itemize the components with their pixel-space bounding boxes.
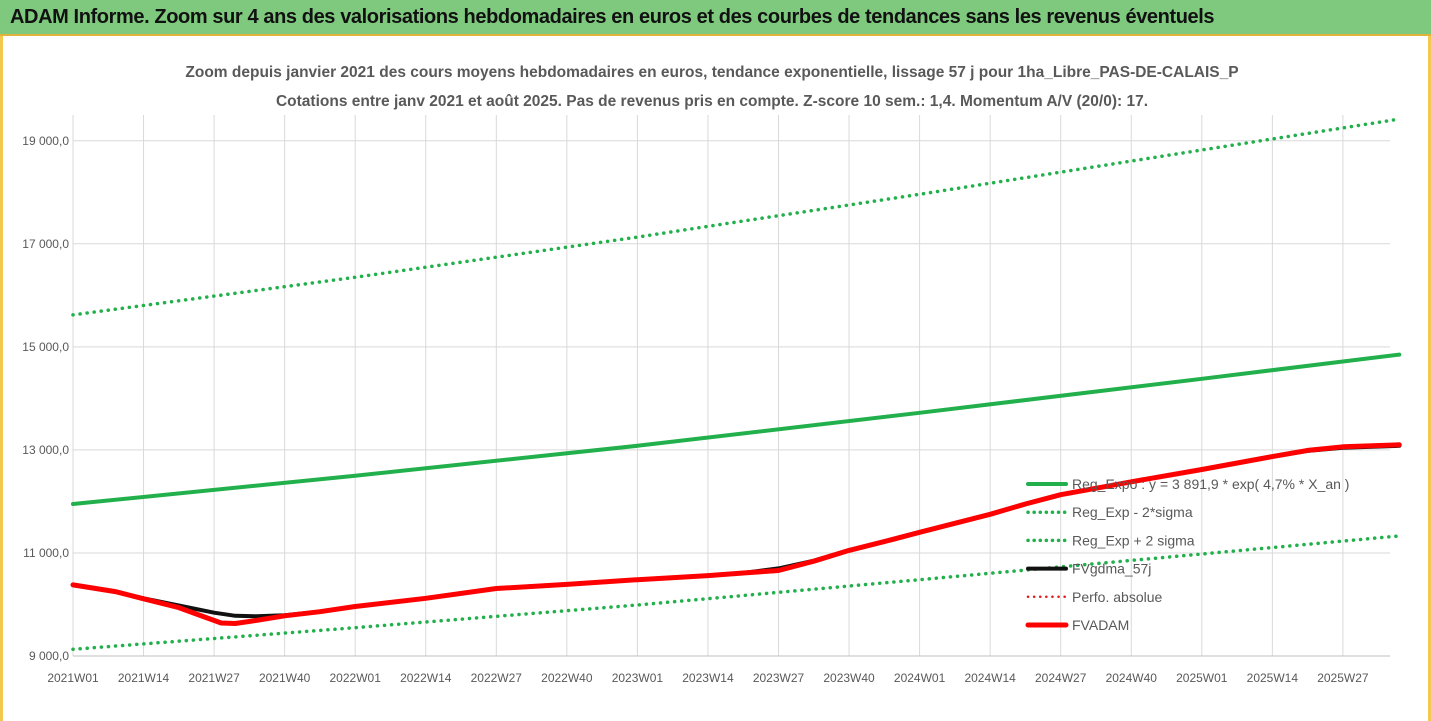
series-line bbox=[71, 352, 1402, 506]
chart-subtitle: Cotations entre janv 2021 et août 2025. … bbox=[276, 93, 1148, 110]
grid-lines bbox=[72, 115, 1390, 657]
x-tick-label: 2023W27 bbox=[753, 671, 805, 685]
series-line bbox=[71, 534, 1402, 652]
x-tick-label: 2024W14 bbox=[964, 671, 1016, 685]
series-line bbox=[70, 442, 1402, 626]
series-line bbox=[71, 117, 1402, 317]
chart-legend: Reg_Expo : y = 3 891,9 * exp( 4,7% * X_a… bbox=[1025, 476, 1349, 633]
chart-frame bbox=[0, 36, 1431, 721]
y-axis-ticks: 9 000,0 11 000,0 13 000,0 15 000,0 17 000,0 1… bbox=[22, 134, 69, 663]
x-tick-label: 2021W01 bbox=[47, 671, 99, 685]
y-tick-label: 17 000,0 bbox=[22, 237, 69, 251]
y-tick-label: 15 000,0 bbox=[22, 340, 69, 354]
x-tick-label: 2025W01 bbox=[1176, 671, 1228, 685]
y-tick-label: 9 000,0 bbox=[29, 649, 69, 663]
legend-label: FVgdma_57j bbox=[1072, 561, 1151, 577]
x-tick-label: 2024W27 bbox=[1035, 671, 1087, 685]
x-tick-label: 2025W27 bbox=[1317, 671, 1369, 685]
x-axis-ticks: 2021W01 2021W14 2021W27 2021W40 2022W01 2022W… bbox=[47, 671, 1369, 685]
x-tick-label: 2021W27 bbox=[188, 671, 240, 685]
legend-label: Reg_Exp + 2 sigma bbox=[1072, 532, 1195, 548]
x-tick-label: 2023W40 bbox=[823, 671, 875, 685]
x-tick-label: 2024W01 bbox=[894, 671, 946, 685]
report-banner: ADAM Informe. Zoom sur 4 ans des valoris… bbox=[0, 0, 1431, 36]
x-tick-label: 2022W14 bbox=[400, 671, 452, 685]
x-tick-label: 2023W01 bbox=[612, 671, 664, 685]
legend-label: Reg_Expo : y = 3 891,9 * exp( 4,7% * X_a… bbox=[1072, 476, 1349, 492]
x-tick-label: 2025W14 bbox=[1247, 671, 1299, 685]
chart-title: Zoom depuis janvier 2021 des cours moyen… bbox=[185, 64, 1238, 81]
x-tick-label: 2021W40 bbox=[259, 671, 311, 685]
legend-label: Reg_Exp - 2*sigma bbox=[1072, 504, 1193, 520]
y-tick-label: 19 000,0 bbox=[22, 134, 69, 148]
y-tick-label: 11 000,0 bbox=[23, 546, 69, 560]
x-tick-label: 2021W14 bbox=[118, 671, 170, 685]
x-tick-label: 2022W27 bbox=[471, 671, 523, 685]
series-lines bbox=[70, 117, 1402, 652]
y-tick-label: 13 000,0 bbox=[22, 443, 69, 457]
legend-label: FVADAM bbox=[1072, 617, 1129, 633]
x-tick-label: 2023W14 bbox=[682, 671, 734, 685]
x-tick-label: 2022W01 bbox=[330, 671, 382, 685]
legend-label: Perfo. absolue bbox=[1072, 589, 1162, 605]
x-tick-label: 2024W40 bbox=[1106, 671, 1158, 685]
report-title: ADAM Informe. Zoom sur 4 ans des valoris… bbox=[10, 6, 1215, 28]
x-tick-label: 2022W40 bbox=[541, 671, 593, 685]
